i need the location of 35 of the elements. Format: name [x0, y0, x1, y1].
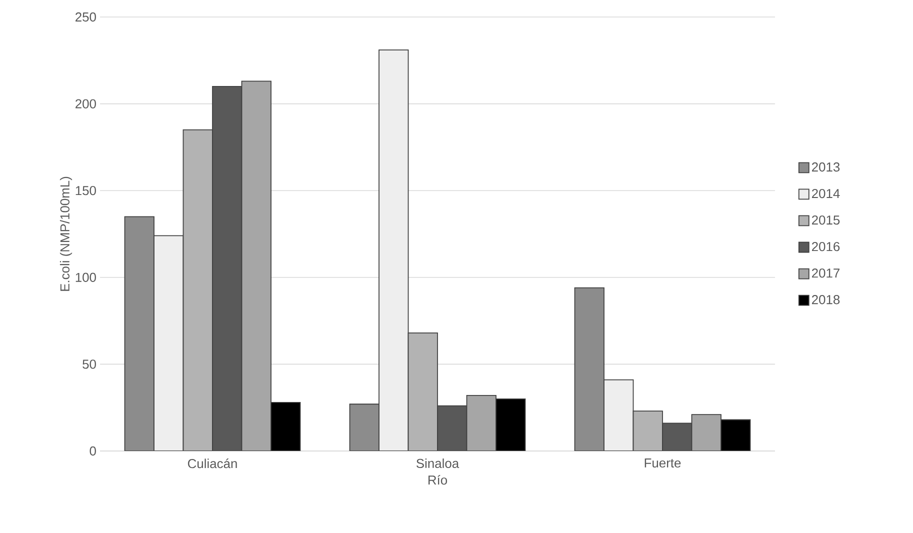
x-tick-label: Fuerte — [644, 458, 681, 468]
legend-label: 2015 — [812, 215, 840, 225]
y-tick-label: 50 — [82, 360, 96, 369]
bar — [378, 50, 409, 451]
y-tick-label: 0 — [90, 446, 96, 456]
bar — [212, 86, 242, 451]
y-tick-label: 250 — [76, 12, 96, 22]
x-tick-label: Culiacán — [188, 458, 237, 468]
x-tick-label: Sinaloa — [416, 458, 460, 468]
y-tick-label: 150 — [76, 186, 96, 196]
y-tick-label: 100 — [76, 272, 96, 282]
legend-label: 2016 — [812, 242, 840, 252]
bar — [437, 405, 468, 451]
bar — [632, 410, 663, 451]
y-tick-label: 200 — [76, 99, 96, 108]
bar — [349, 404, 380, 451]
bar — [271, 402, 300, 451]
legend-label: 2014 — [812, 188, 840, 198]
bar — [408, 332, 438, 451]
bar — [604, 379, 634, 451]
bar — [496, 398, 526, 451]
x-axis-title: Río — [428, 475, 448, 485]
legend-label: 2018 — [812, 295, 840, 304]
bar — [720, 419, 751, 451]
y-axis-title: E.coli (NMP/100mL) — [60, 176, 72, 291]
bar — [183, 130, 212, 451]
bar — [574, 287, 604, 451]
bar — [466, 394, 496, 451]
bar — [691, 414, 722, 451]
legend-label: 2017 — [812, 268, 840, 278]
legend-label: 2013 — [812, 162, 840, 172]
bar — [242, 81, 272, 451]
bar — [154, 236, 184, 451]
bar — [124, 216, 154, 451]
bar — [662, 422, 692, 451]
